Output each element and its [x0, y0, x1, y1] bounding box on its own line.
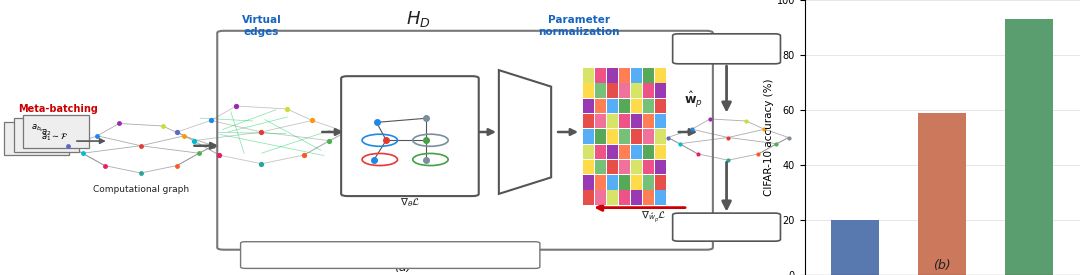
Text: GatedGNN: GatedGNN [380, 83, 441, 93]
Text: $\nabla_\theta \mathcal{L}$: $\nabla_\theta \mathcal{L}$ [400, 196, 420, 208]
Bar [607, 68, 618, 83]
Bar [607, 114, 618, 128]
Bar [631, 175, 643, 189]
Bar [619, 160, 631, 174]
Bar [643, 160, 654, 174]
Bar [631, 160, 643, 174]
FancyBboxPatch shape [341, 76, 478, 196]
Bar [631, 145, 643, 159]
Bar [619, 68, 631, 83]
Bar [643, 145, 654, 159]
Bar [595, 175, 606, 189]
Bar [582, 175, 594, 189]
Text: Backward pass: Backward pass [469, 251, 537, 260]
Text: $\hat{\mathbf{w}}_p$: $\hat{\mathbf{w}}_p$ [684, 90, 703, 110]
Bar [582, 114, 594, 128]
Text: Parameter
normalization: Parameter normalization [539, 15, 620, 37]
Text: Computational graph: Computational graph [93, 185, 189, 194]
Bar [607, 99, 618, 113]
Bar [631, 83, 643, 98]
Bar [607, 129, 618, 144]
Text: Meta-batching: Meta-batching [18, 104, 98, 114]
Bar [631, 114, 643, 128]
Bar [654, 68, 666, 83]
Bar [595, 114, 606, 128]
Bar [595, 145, 606, 159]
Bar [582, 129, 594, 144]
Text: $a_{b_m}$: $a_{b_m}$ [31, 122, 46, 134]
Text: (a): (a) [393, 261, 411, 274]
Bar [654, 190, 666, 205]
Text: Decoder: Decoder [512, 111, 523, 153]
Bar [631, 99, 643, 113]
Bar [654, 114, 666, 128]
Bar [918, 113, 967, 275]
Bar [654, 99, 666, 113]
Text: Virtual
edges: Virtual edges [242, 15, 282, 37]
Bar [595, 83, 606, 98]
Bar [582, 190, 594, 205]
Bar [595, 68, 606, 83]
Text: $\nabla_{\hat{w}_p} \mathcal{L}$: $\nabla_{\hat{w}_p} \mathcal{L}$ [640, 210, 666, 225]
Bar [595, 129, 606, 144]
Bar [607, 190, 618, 205]
Text: $a_1 \sim \mathcal{F}$: $a_1 \sim \mathcal{F}$ [41, 132, 68, 143]
FancyBboxPatch shape [4, 122, 69, 155]
Bar [607, 83, 618, 98]
Bar [631, 68, 643, 83]
Bar [582, 160, 594, 174]
Bar [619, 190, 631, 205]
Bar [654, 160, 666, 174]
Bar [582, 83, 594, 98]
Bar [619, 114, 631, 128]
Bar [654, 83, 666, 98]
Bar [619, 99, 631, 113]
Text: Forward pass: Forward pass [296, 251, 355, 260]
Bar [643, 129, 654, 144]
Text: Images $\mathcal{D}$: Images $\mathcal{D}$ [702, 42, 751, 56]
Bar [643, 83, 654, 98]
Bar [643, 68, 654, 83]
Bar [619, 145, 631, 159]
Y-axis label: CIFAR-10 accuracy (%): CIFAR-10 accuracy (%) [764, 79, 773, 196]
Bar [654, 129, 666, 144]
Bar [607, 160, 618, 174]
Bar [619, 175, 631, 189]
Bar [643, 190, 654, 205]
Bar [643, 175, 654, 189]
Text: $H_D$: $H_D$ [406, 9, 431, 29]
Text: (b): (b) [933, 259, 951, 272]
Bar [654, 145, 666, 159]
Bar [643, 99, 654, 113]
Bar [631, 190, 643, 205]
Bar [595, 190, 606, 205]
Bar [595, 160, 606, 174]
Bar [582, 68, 594, 83]
Bar [582, 145, 594, 159]
Bar [607, 145, 618, 159]
Bar [595, 99, 606, 113]
Bar [1005, 19, 1053, 275]
Text: LOSS $\mathcal{L}$: LOSS $\mathcal{L}$ [708, 221, 745, 233]
Polygon shape [499, 70, 551, 194]
Bar [832, 220, 879, 275]
Bar [582, 99, 594, 113]
FancyBboxPatch shape [673, 213, 781, 241]
FancyBboxPatch shape [24, 115, 89, 148]
Text: $a_2$: $a_2$ [41, 127, 51, 138]
FancyBboxPatch shape [673, 34, 781, 64]
Bar [654, 175, 666, 189]
FancyBboxPatch shape [241, 242, 540, 268]
Bar [631, 129, 643, 144]
Bar [619, 129, 631, 144]
Bar [643, 114, 654, 128]
Bar [619, 83, 631, 98]
FancyBboxPatch shape [14, 118, 79, 152]
Bar [607, 175, 618, 189]
